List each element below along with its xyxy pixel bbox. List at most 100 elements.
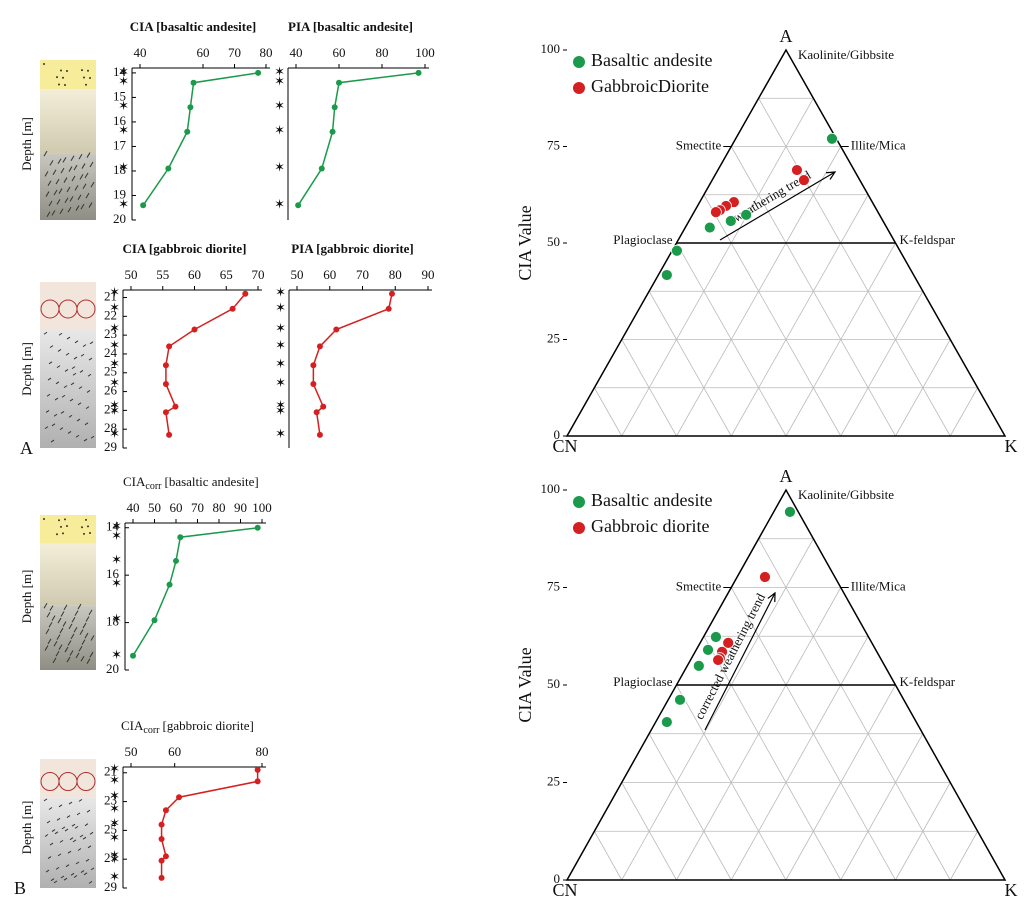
field-label: K-feldspar (900, 674, 956, 689)
vertex-label: A (780, 466, 793, 486)
lithology-texture (85, 616, 90, 622)
x-tick-label: 50 (125, 744, 138, 759)
lithology-texture (89, 831, 94, 835)
lithology-corestone (76, 299, 96, 319)
y-tick-label: 22 (104, 307, 117, 322)
data-point (702, 644, 714, 656)
lithology-texture (60, 611, 65, 617)
lithology-texture (55, 381, 60, 385)
lithology-texture (71, 823, 76, 827)
lithology-texture (68, 801, 73, 805)
lithology-dot (58, 519, 60, 522)
field-label: Plagioclase (613, 232, 672, 247)
lithology-texture (46, 612, 51, 618)
lithology-texture (78, 646, 83, 652)
sample-star: ✶ (111, 611, 122, 626)
lithology-texture (77, 848, 82, 851)
lithology-texture (68, 166, 73, 172)
legend-label: Gabbroic diorite (591, 516, 709, 536)
lithology-texture (90, 867, 95, 871)
chart-title: CIA [basaltic andesite] (130, 19, 256, 34)
x-tick-label: 60 (168, 744, 181, 759)
lithology-texture (74, 825, 79, 829)
data-point (329, 128, 336, 135)
y-tick-label: 75 (547, 137, 560, 152)
lithology-texture (48, 622, 53, 628)
data-point (162, 807, 169, 814)
y-tick-label: 18 (113, 162, 126, 177)
lithology-texture (85, 192, 90, 199)
field-label: Illite/Mica (851, 137, 906, 152)
sample-star: ✶ (118, 123, 129, 138)
y-axis-label: CIA Value (515, 647, 535, 722)
lithology-texture (74, 340, 79, 344)
field-label: Plagioclase (613, 674, 672, 689)
sample-star: ✶ (109, 772, 120, 787)
lithology-dot (87, 525, 89, 528)
grid-line (949, 387, 978, 437)
lithology-texture (65, 864, 70, 868)
lithology-texture (79, 370, 84, 373)
x-tick-label: 90 (422, 267, 435, 282)
sample-star: ✶ (118, 196, 129, 211)
x-tick-label: 100 (252, 500, 272, 515)
sample-star: ✶ (111, 519, 122, 534)
legend-marker (573, 82, 585, 94)
y-tick-label: 27 (104, 850, 118, 865)
y-tick-label: 28 (104, 420, 117, 435)
data-point (660, 716, 673, 728)
lithology-texture (47, 180, 52, 187)
lithology-texture (63, 177, 68, 183)
trend-arrowhead (825, 171, 837, 180)
lithology-texture (77, 402, 82, 406)
sample-star: ✶ (118, 64, 129, 79)
lithology-texture (76, 812, 81, 816)
data-point (791, 164, 803, 176)
lithology-texture (76, 418, 81, 422)
lithology-texture (45, 628, 50, 635)
y-tick-label: 75 (547, 578, 560, 593)
lithology-texture (43, 603, 48, 609)
legend-label: Basaltic andesite (591, 50, 712, 70)
data-point (415, 69, 422, 76)
lithology-texture (64, 828, 69, 832)
lithology-topsoil (40, 60, 96, 90)
lithology-texture (58, 804, 63, 808)
lithology-texture (66, 656, 71, 663)
data-point (671, 244, 683, 257)
x-tick-label: 80 (389, 267, 402, 282)
chart-title: PIA [basaltic andesite] (288, 19, 413, 34)
lithology-texture (43, 331, 48, 335)
data-point (172, 403, 179, 410)
lithology-dot (83, 76, 85, 79)
y-tick-label: 26 (104, 383, 118, 398)
sample-star: ✶ (275, 337, 286, 352)
y-tick-label: 19 (113, 186, 126, 201)
sample-star: ✶ (109, 337, 120, 352)
lithology-dot (81, 69, 83, 72)
lithology-texture (63, 877, 68, 881)
lithology-texture (74, 185, 79, 191)
lithology-texture (73, 356, 78, 360)
title-sub: corr (143, 725, 160, 736)
y-tick-label: 25 (547, 773, 560, 788)
lithology-saprolite (40, 543, 96, 606)
lithology-texture (79, 629, 84, 635)
data-point (660, 269, 673, 281)
lithology-texture (66, 815, 71, 818)
lithology-texture (88, 202, 93, 208)
lithology-texture (46, 393, 51, 397)
lithology-texture (54, 397, 59, 401)
lithology-texture (57, 349, 62, 352)
lithology-texture (49, 160, 54, 166)
y-tick-label: 21 (104, 764, 117, 779)
lithology-texture (58, 188, 63, 194)
lithology-texture (55, 651, 60, 657)
lithology-texture (50, 439, 55, 443)
data-point (190, 79, 197, 86)
lithology-texture (53, 413, 58, 417)
y-tick-label: 18 (106, 614, 119, 629)
lithology-texture (45, 869, 50, 873)
sample-star: ✶ (109, 761, 120, 776)
lithology-texture (80, 353, 85, 357)
